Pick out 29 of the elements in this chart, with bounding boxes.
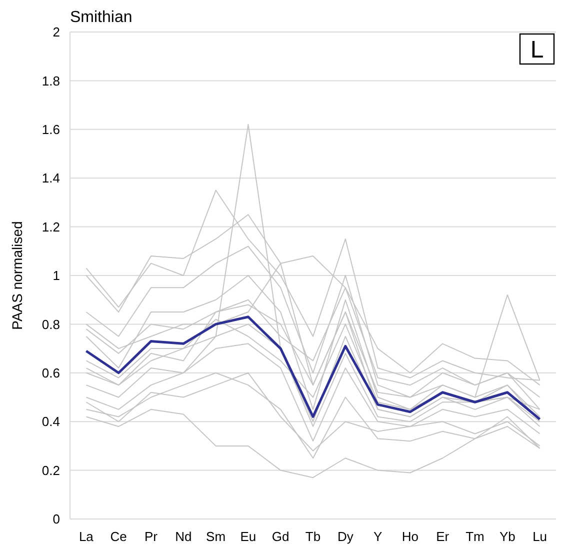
chart-title: Smithian	[70, 9, 132, 26]
y-tick-label: 1	[52, 268, 60, 284]
y-tick-label: 2	[52, 24, 60, 40]
x-tick-label: Yb	[499, 529, 516, 544]
x-tick-label: Tb	[305, 529, 321, 544]
y-tick-label: 0	[52, 512, 60, 527]
y-tick-label: 0.2	[42, 462, 60, 478]
y-tick-label: 0.4	[42, 414, 60, 430]
y-axis-title: PAAS normalised	[9, 221, 25, 330]
y-tick-label: 1.8	[42, 73, 60, 88]
y-tick-label: 1.2	[42, 219, 60, 234]
x-tick-label: Er	[436, 529, 450, 544]
x-tick-label: La	[78, 529, 94, 544]
x-tick-label: Tm	[466, 529, 484, 544]
x-tick-label: Ce	[110, 529, 127, 544]
x-tick-label: Sm	[206, 529, 226, 544]
x-tick-label: Ho	[402, 529, 419, 544]
x-tick-label: Gd	[272, 529, 290, 544]
x-tick-label: Y	[373, 529, 382, 544]
y-tick-label: 0.8	[42, 316, 60, 332]
y-tick-label: 1.4	[42, 170, 60, 186]
x-tick-label: Nd	[175, 529, 192, 544]
y-tick-label: 1.6	[42, 122, 60, 137]
x-tick-label: Pr	[144, 529, 158, 544]
annotation: L	[530, 36, 544, 64]
x-tick-label: Lu	[532, 529, 548, 544]
x-tick-label: Eu	[240, 529, 256, 544]
x-tick-label: Dy	[337, 529, 354, 544]
y-tick-label: 0.6	[42, 365, 60, 380]
